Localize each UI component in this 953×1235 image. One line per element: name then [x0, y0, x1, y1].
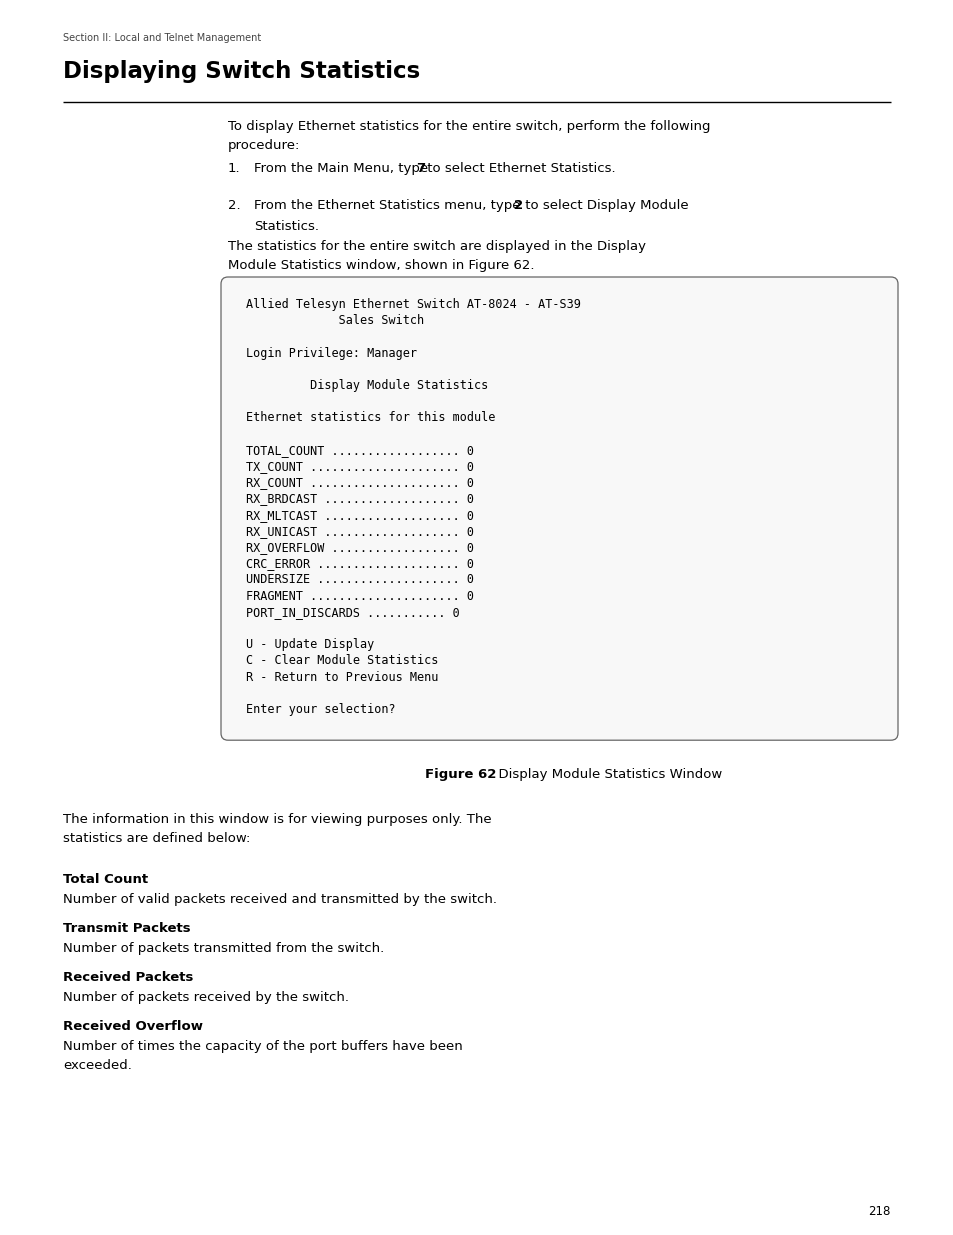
Text: 218: 218 — [868, 1205, 890, 1218]
Text: exceeded.: exceeded. — [63, 1060, 132, 1072]
Text: Total Count: Total Count — [63, 873, 148, 887]
Text: Number of times the capacity of the port buffers have been: Number of times the capacity of the port… — [63, 1040, 462, 1052]
Text: 1.: 1. — [228, 162, 240, 175]
Text: To display Ethernet statistics for the entire switch, perform the following
proc: To display Ethernet statistics for the e… — [228, 120, 710, 152]
Text: From the Main Menu, type: From the Main Menu, type — [253, 162, 432, 175]
Text: RX_OVERFLOW .................. 0: RX_OVERFLOW .................. 0 — [246, 541, 474, 555]
Text: Number of packets transmitted from the switch.: Number of packets transmitted from the s… — [63, 942, 384, 955]
Text: to select Display Module: to select Display Module — [520, 199, 687, 212]
Text: Section II: Local and Telnet Management: Section II: Local and Telnet Management — [63, 33, 261, 43]
FancyBboxPatch shape — [221, 277, 897, 740]
Text: RX_MLTCAST ................... 0: RX_MLTCAST ................... 0 — [246, 509, 474, 521]
Text: 2: 2 — [514, 199, 522, 212]
Text: Allied Telesyn Ethernet Switch AT-8024 - AT-S39: Allied Telesyn Ethernet Switch AT-8024 -… — [246, 298, 580, 311]
Text: FRAGMENT ..................... 0: FRAGMENT ..................... 0 — [246, 589, 474, 603]
Text: U - Update Display: U - Update Display — [246, 638, 374, 651]
Text: Figure 62: Figure 62 — [425, 768, 496, 782]
Text: Login Privilege: Manager: Login Privilege: Manager — [246, 347, 416, 359]
Text: The statistics for the entire switch are displayed in the Display
Module Statist: The statistics for the entire switch are… — [228, 240, 645, 272]
Text: Display Module Statistics: Display Module Statistics — [246, 379, 488, 391]
Text: RX_BRDCAST ................... 0: RX_BRDCAST ................... 0 — [246, 493, 474, 505]
Text: The information in this window is for viewing purposes only. The
statistics are : The information in this window is for vi… — [63, 813, 491, 845]
Text: Sales Switch: Sales Switch — [246, 314, 424, 327]
Text: Transmit Packets: Transmit Packets — [63, 923, 191, 935]
Text: Displaying Switch Statistics: Displaying Switch Statistics — [63, 61, 420, 83]
Text: RX_UNICAST ................... 0: RX_UNICAST ................... 0 — [246, 525, 474, 537]
Text: TOTAL_COUNT .................. 0: TOTAL_COUNT .................. 0 — [246, 443, 474, 457]
Text: Display Module Statistics Window: Display Module Statistics Window — [490, 768, 721, 782]
Text: Number of packets received by the switch.: Number of packets received by the switch… — [63, 990, 349, 1004]
Text: Enter your selection?: Enter your selection? — [246, 703, 395, 716]
Text: Received Packets: Received Packets — [63, 971, 193, 984]
Text: 7: 7 — [416, 162, 425, 175]
Text: RX_COUNT ..................... 0: RX_COUNT ..................... 0 — [246, 477, 474, 489]
Text: CRC_ERROR .................... 0: CRC_ERROR .................... 0 — [246, 557, 474, 571]
Text: Number of valid packets received and transmitted by the switch.: Number of valid packets received and tra… — [63, 893, 497, 905]
Text: Ethernet statistics for this module: Ethernet statistics for this module — [246, 411, 495, 425]
Text: R - Return to Previous Menu: R - Return to Previous Menu — [246, 671, 438, 684]
Text: PORT_IN_DISCARDS ........... 0: PORT_IN_DISCARDS ........... 0 — [246, 606, 459, 619]
Text: From the Ethernet Statistics menu, type: From the Ethernet Statistics menu, type — [253, 199, 524, 212]
Text: TX_COUNT ..................... 0: TX_COUNT ..................... 0 — [246, 459, 474, 473]
Text: C - Clear Module Statistics: C - Clear Module Statistics — [246, 655, 438, 667]
Text: to select Ethernet Statistics.: to select Ethernet Statistics. — [422, 162, 615, 175]
Text: Statistics.: Statistics. — [253, 220, 318, 233]
Text: UNDERSIZE .................... 0: UNDERSIZE .................... 0 — [246, 573, 474, 587]
Text: Received Overflow: Received Overflow — [63, 1020, 203, 1034]
Text: 2.: 2. — [228, 199, 240, 212]
